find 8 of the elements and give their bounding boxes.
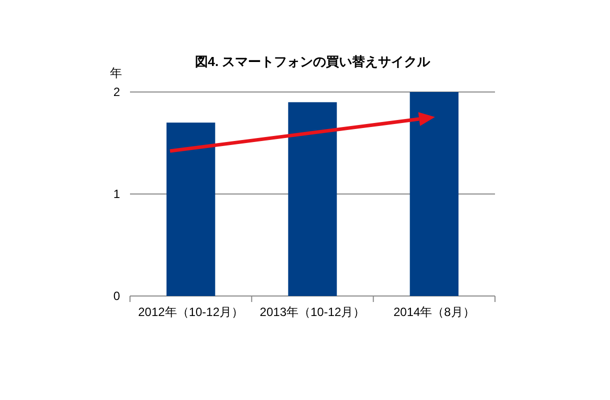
ylabel: 年 — [110, 66, 122, 80]
ytick: 1 — [113, 187, 120, 201]
ytick: 2 — [113, 85, 120, 99]
xtick: 2012年（10-12月） — [138, 305, 244, 319]
xtick: 2013年（10-12月） — [260, 305, 366, 319]
title: 図4. スマートフォンの買い替えサイクル — [194, 54, 430, 69]
xtick: 2014年（8月） — [393, 305, 475, 319]
ytick: 0 — [113, 289, 120, 303]
